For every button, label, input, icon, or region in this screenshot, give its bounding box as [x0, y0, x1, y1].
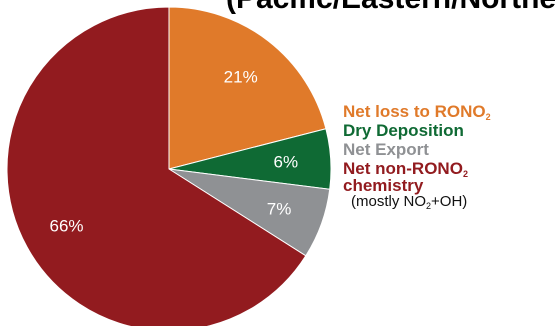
legend-label-dry-deposition: Dry Deposition: [343, 121, 464, 140]
legend-subscript-non-rono2: 2: [462, 169, 468, 179]
pie-slice-label-1: 6%: [274, 153, 299, 172]
legend-label-rono2-loss: Net loss to RONO: [343, 102, 486, 121]
pie-slice-label-2: 7%: [267, 200, 292, 219]
legend-note-subscript: 2: [426, 201, 432, 211]
legend-label-non-rono2-line1: Net non-RONO2: [343, 159, 553, 179]
legend-label-net-export: Net Export: [343, 140, 429, 159]
legend-entry-rono2-loss: Net loss to RONO2: [343, 102, 553, 122]
legend-subscript-rono2-loss: 2: [485, 112, 491, 122]
legend-note-prefix: (mostly NO: [351, 193, 426, 210]
pie-slice-label-0: 21%: [224, 68, 258, 87]
legend-entry-dry-deposition: Dry Deposition: [343, 122, 553, 139]
legend-note-suffix: +OH): [431, 193, 468, 210]
title-text: (Pacific/Eastern/Northern Region): [226, 0, 556, 15]
legend-label-non-rono2-line2: chemistry: [343, 176, 424, 195]
pie-slices: [6, 6, 332, 326]
pie-slice-0: [168, 6, 327, 170]
chart-title-fragment: x (Pacific/Eastern/Northern Region): [210, 0, 556, 29]
pie-slice-labels: 21% 6% 7% 66%: [49, 68, 298, 236]
legend-entry-net-export: Net Export: [343, 141, 553, 158]
legend-entry-non-rono2: Net non-RONO2 chemistry (mostly NO2+OH): [343, 159, 553, 211]
legend-label-non-rono2-base: Net non-RONO: [343, 159, 463, 178]
legend-note-non-rono2: (mostly NO2+OH): [343, 193, 553, 211]
pie-slice-3: [6, 6, 307, 326]
pie-slice-label-3: 66%: [49, 216, 83, 235]
legend: Net loss to RONO2 Dry Deposition Net Exp…: [343, 102, 553, 211]
